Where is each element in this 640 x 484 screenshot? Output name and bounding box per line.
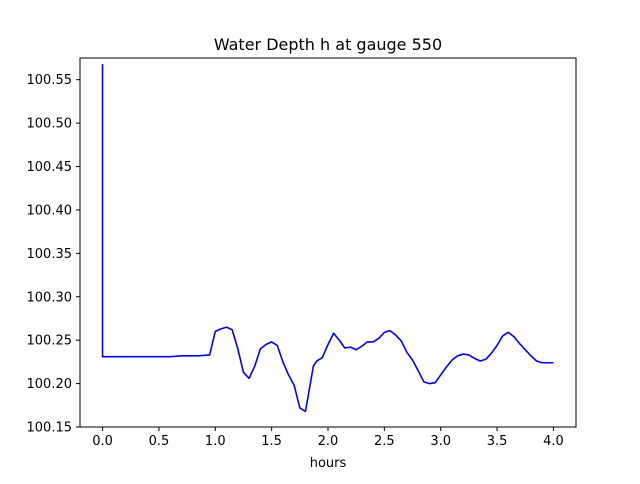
y-tick-label: 100.15: [27, 421, 73, 436]
y-tick-label: 100.25: [27, 334, 73, 349]
y-tick-label: 100.20: [27, 377, 73, 392]
x-tick-label: 3.0: [430, 434, 451, 449]
y-tick-label: 100.40: [27, 203, 73, 218]
x-tick-label: 0.5: [149, 434, 170, 449]
x-tick-label: 3.5: [487, 434, 508, 449]
x-tick-label: 2.5: [374, 434, 395, 449]
y-tick-label: 100.30: [27, 290, 73, 305]
chart-title: Water Depth h at gauge 550: [214, 35, 442, 54]
x-tick-label: 1.5: [261, 434, 282, 449]
y-tick-label: 100.35: [27, 247, 73, 262]
x-axis-label: hours: [310, 456, 347, 471]
x-tick-label: 1.0: [205, 434, 226, 449]
y-tick-label: 100.45: [27, 160, 73, 175]
y-tick-label: 100.55: [27, 73, 73, 88]
plot-area: 0.0 0.5 1.0 1.5 2.0 2.5 3.0 3.5 4.0 100.15 100.20 1…: [27, 57, 577, 449]
x-tick-label: 0.0: [92, 434, 113, 449]
x-tick-label: 4.0: [543, 434, 564, 449]
series-line-0: [101, 64, 554, 413]
y-tick-label: 100.50: [27, 117, 73, 132]
x-tick-label: 2.0: [318, 434, 339, 449]
